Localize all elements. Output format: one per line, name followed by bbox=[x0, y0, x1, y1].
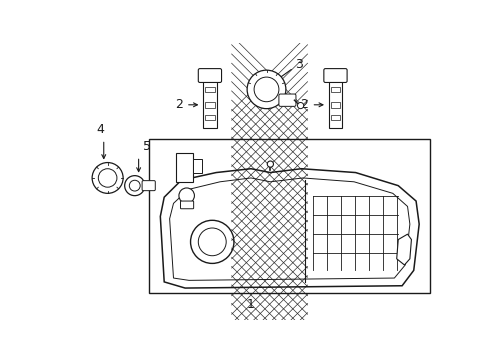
Polygon shape bbox=[160, 169, 418, 288]
Circle shape bbox=[92, 163, 123, 193]
Circle shape bbox=[297, 103, 303, 109]
Bar bbox=[330, 115, 340, 120]
Circle shape bbox=[129, 180, 140, 191]
Text: 2: 2 bbox=[300, 98, 308, 111]
Bar bbox=[205, 103, 214, 108]
Text: 3: 3 bbox=[295, 58, 303, 71]
Circle shape bbox=[246, 70, 285, 109]
Bar bbox=[205, 87, 214, 93]
Bar bbox=[176, 153, 192, 182]
Text: 4: 4 bbox=[97, 123, 104, 136]
FancyBboxPatch shape bbox=[142, 181, 155, 191]
Bar bbox=[330, 87, 340, 93]
Circle shape bbox=[254, 77, 278, 102]
Text: 1: 1 bbox=[246, 298, 254, 311]
FancyBboxPatch shape bbox=[198, 69, 221, 82]
Bar bbox=[192, 159, 202, 172]
Circle shape bbox=[267, 161, 273, 167]
FancyBboxPatch shape bbox=[180, 201, 193, 209]
Bar bbox=[148, 139, 429, 293]
Bar bbox=[330, 103, 340, 108]
Bar bbox=[203, 78, 217, 128]
Circle shape bbox=[124, 176, 144, 195]
FancyBboxPatch shape bbox=[323, 69, 346, 82]
FancyBboxPatch shape bbox=[278, 94, 295, 106]
Circle shape bbox=[198, 228, 226, 256]
Text: 5: 5 bbox=[142, 140, 150, 153]
Text: 2: 2 bbox=[175, 98, 183, 111]
Bar bbox=[328, 78, 342, 128]
Circle shape bbox=[98, 169, 117, 187]
Circle shape bbox=[179, 188, 194, 203]
Bar bbox=[205, 115, 214, 120]
Polygon shape bbox=[396, 234, 410, 265]
Circle shape bbox=[190, 220, 233, 264]
